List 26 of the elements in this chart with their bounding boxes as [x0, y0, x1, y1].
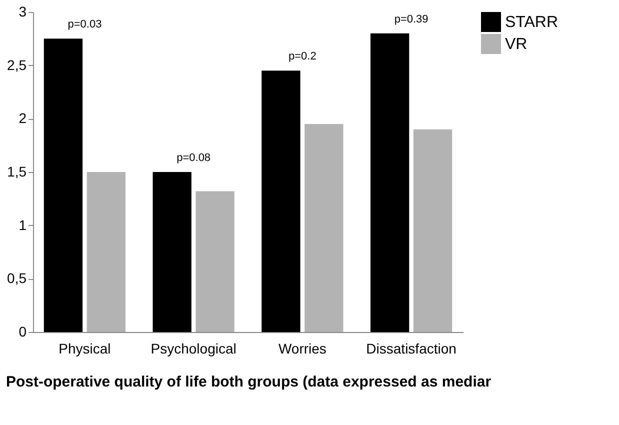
x-tick-label: Physical [58, 340, 111, 356]
x-tick-label: Dissatisfaction [366, 340, 456, 356]
legend-label: STARR [505, 14, 558, 31]
bar [152, 172, 192, 332]
y-tick-label: 0,5 [7, 270, 27, 286]
annotation: p=0.2 [288, 50, 316, 63]
bar [304, 124, 344, 332]
annotation: p=0.39 [394, 13, 428, 26]
bar [370, 33, 410, 332]
bar [413, 129, 452, 332]
y-tick-label: 2,5 [7, 56, 27, 73]
bar [86, 172, 126, 332]
annotation: p=0.08 [176, 152, 211, 164]
y-tick-label: 1,5 [7, 164, 27, 180]
x-tick-label: Worries [278, 340, 326, 356]
bar [262, 70, 300, 332]
y-tick-label: 1 [18, 216, 27, 233]
y-tick-label: 2 [18, 110, 27, 126]
bar [196, 191, 234, 332]
legend-label: VR [505, 36, 528, 53]
y-tick-label: 0 [18, 324, 27, 340]
annotation: p=0.03 [68, 18, 102, 31]
x-tick-label: Psychological [150, 340, 236, 356]
y-tick-label: 3 [18, 4, 27, 20]
bar [44, 38, 83, 332]
x-axis-title: Post-operative quality of life both groups (data expressed as mediar [6, 374, 492, 390]
